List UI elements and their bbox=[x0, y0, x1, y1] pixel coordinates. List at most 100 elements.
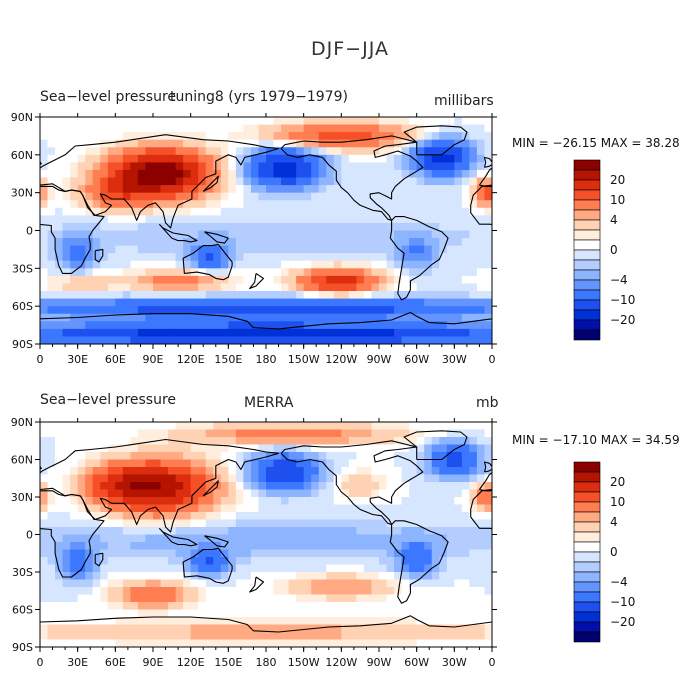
slp-cell bbox=[341, 587, 350, 596]
slp-cell bbox=[446, 200, 455, 209]
slp-cell bbox=[190, 444, 199, 453]
slp-cell bbox=[183, 238, 192, 247]
slp-cell bbox=[205, 429, 214, 438]
slp-cell bbox=[386, 624, 395, 633]
slp-cell bbox=[47, 215, 56, 224]
slp-cell bbox=[85, 527, 94, 536]
slp-cell bbox=[235, 534, 244, 543]
slp-cell bbox=[476, 497, 486, 506]
x-tick-label: 30W bbox=[442, 353, 467, 366]
slp-cell bbox=[288, 512, 297, 521]
slp-cell bbox=[409, 200, 418, 209]
slp-cell bbox=[424, 321, 433, 330]
slp-cell bbox=[122, 624, 131, 633]
slp-cell bbox=[386, 260, 395, 269]
slp-cell bbox=[288, 519, 297, 528]
slp-cell bbox=[446, 147, 455, 156]
slp-cell bbox=[153, 245, 162, 254]
slp-cell bbox=[100, 260, 109, 269]
slp-cell bbox=[318, 185, 327, 194]
colorbar-swatch bbox=[573, 209, 601, 221]
slp-cell bbox=[175, 185, 184, 194]
y-tick-label: 90N bbox=[11, 111, 33, 124]
slp-cell bbox=[469, 564, 478, 573]
slp-cell bbox=[160, 313, 169, 322]
slp-cell bbox=[476, 624, 486, 633]
slp-cell bbox=[100, 459, 109, 468]
slp-cell bbox=[70, 467, 79, 476]
slp-cell bbox=[303, 639, 312, 647]
coastline bbox=[657, 536, 681, 547]
slp-cell bbox=[469, 139, 478, 148]
slp-cell bbox=[92, 489, 101, 498]
slp-cell bbox=[47, 275, 56, 285]
slp-cell bbox=[303, 587, 312, 596]
slp-cell bbox=[469, 519, 478, 528]
slp-cell bbox=[47, 117, 56, 126]
slp-cell bbox=[137, 275, 147, 285]
slp-cell bbox=[122, 192, 131, 201]
slp-cell bbox=[476, 534, 486, 543]
slp-cell bbox=[85, 489, 94, 498]
slp-cell bbox=[363, 162, 373, 171]
slp-cell bbox=[183, 275, 192, 285]
slp-cell bbox=[258, 564, 267, 573]
slp-cell bbox=[311, 177, 320, 186]
slp-cell bbox=[348, 215, 357, 224]
slp-cell bbox=[326, 474, 335, 483]
slp-cell bbox=[205, 291, 214, 300]
slp-cell bbox=[175, 609, 184, 618]
slp-cell bbox=[160, 283, 169, 292]
slp-cell bbox=[205, 139, 214, 148]
slp-cell bbox=[363, 207, 373, 216]
slp-cell bbox=[401, 632, 410, 641]
slp-cell bbox=[341, 275, 350, 285]
slp-cell bbox=[168, 632, 177, 641]
slp-cell bbox=[356, 422, 365, 431]
slp-cell bbox=[348, 497, 357, 506]
slp-cell bbox=[311, 504, 320, 513]
slp-cell bbox=[476, 587, 486, 596]
slp-cell bbox=[160, 467, 169, 476]
slp-cell bbox=[85, 624, 94, 633]
slp-cell bbox=[318, 177, 327, 186]
slp-cell bbox=[484, 253, 492, 262]
slp-cell bbox=[145, 215, 154, 224]
slp-cell bbox=[416, 519, 425, 528]
slp-cell bbox=[175, 321, 184, 330]
slp-cell bbox=[205, 579, 214, 588]
slp-cell bbox=[47, 260, 56, 269]
slp-cell bbox=[220, 154, 229, 163]
slp-cell bbox=[70, 139, 79, 148]
slp-cell bbox=[250, 639, 260, 647]
slp-cell bbox=[469, 579, 478, 588]
slp-cell bbox=[175, 275, 184, 285]
slp-cell bbox=[363, 602, 373, 611]
slp-cell bbox=[175, 306, 184, 315]
slp-cell bbox=[130, 534, 139, 543]
slp-cell bbox=[379, 124, 388, 133]
slp-cell bbox=[469, 132, 478, 141]
slp-cell bbox=[266, 482, 275, 491]
slp-cell bbox=[213, 336, 222, 344]
slp-cell bbox=[273, 497, 282, 506]
slp-cell bbox=[145, 238, 154, 247]
slp-cell bbox=[326, 572, 335, 581]
slp-cell bbox=[446, 422, 455, 431]
slp-cell bbox=[130, 230, 139, 239]
slp-cell bbox=[160, 260, 169, 269]
slp-cell bbox=[250, 132, 260, 141]
x-tick-label: 0 bbox=[37, 656, 44, 669]
slp-cell bbox=[484, 549, 492, 558]
slp-cell bbox=[469, 429, 478, 438]
slp-cell bbox=[85, 467, 94, 476]
slp-cell bbox=[311, 594, 320, 603]
slp-cell bbox=[122, 609, 131, 618]
slp-cell bbox=[439, 177, 448, 186]
slp-cell bbox=[168, 602, 177, 611]
slp-cell bbox=[394, 306, 403, 315]
slp-cell bbox=[137, 489, 147, 498]
slp-cell bbox=[273, 452, 282, 461]
slp-cell bbox=[303, 200, 312, 209]
slp-cell bbox=[130, 639, 139, 647]
